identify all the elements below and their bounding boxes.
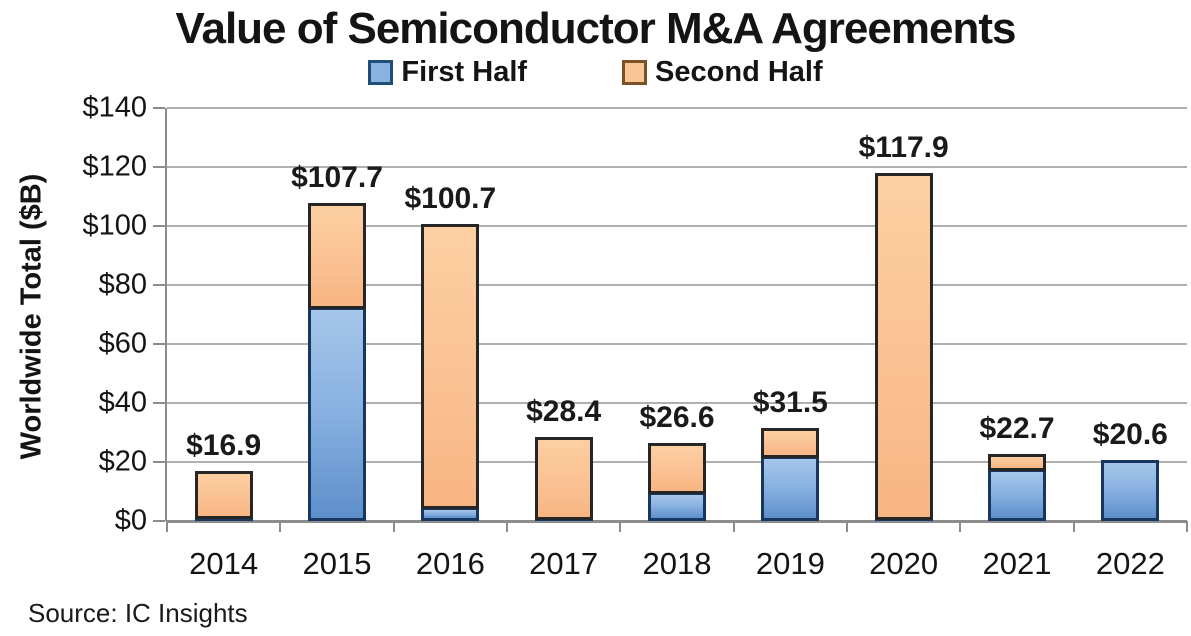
bar-2020	[874, 173, 933, 521]
bar-2014	[194, 471, 253, 521]
bar-segment-first-half	[1101, 460, 1160, 521]
bar-total-label: $31.5	[752, 386, 828, 420]
y-tick-label: $20	[98, 445, 147, 478]
bar-2021	[988, 454, 1046, 521]
y-tick-label: $0	[114, 504, 147, 537]
x-axis-tick	[619, 521, 622, 532]
x-axis-tick	[1186, 521, 1188, 532]
y-axis-line	[165, 108, 167, 521]
bar-segment-second-half	[761, 428, 820, 459]
y-axis-tick	[153, 225, 165, 227]
y-axis-tick	[153, 107, 165, 109]
legend-label-first-half: First Half	[401, 56, 528, 88]
bar-segment-second-half	[874, 173, 933, 521]
bar-segment-second-half	[648, 442, 706, 494]
bar-total-label: $20.6	[1092, 418, 1168, 452]
x-axis-tick	[279, 521, 282, 532]
bar-total-label: $22.7	[979, 412, 1055, 446]
legend-label-second-half: Second Half	[655, 56, 823, 88]
y-tick-label: $100	[82, 209, 147, 242]
y-tick-label: $40	[98, 386, 147, 419]
first-half-swatch-icon	[368, 60, 394, 85]
bar-total-label: $117.9	[858, 131, 949, 165]
bar-total-label: $100.7	[404, 181, 497, 215]
x-axis-tick	[166, 521, 168, 532]
gridline	[167, 284, 1187, 286]
y-axis-tick	[153, 343, 165, 345]
x-axis-tick	[732, 521, 735, 532]
y-axis-title: Worldwide Total ($B)	[15, 173, 48, 460]
y-axis-tick	[153, 461, 165, 463]
legend-item-first-half: First Half	[368, 56, 527, 89]
y-axis-tick	[153, 402, 165, 404]
x-axis-tick	[506, 521, 508, 532]
bar-2015	[308, 203, 366, 521]
plot-area: $0 $20 $40 $60 $80 $100 $120 $140	[82, 92, 1188, 537]
chart-title: Value of Semiconductor M&A Agreements	[175, 4, 1017, 53]
x-axis-tick	[846, 521, 848, 532]
x-axis-line	[167, 519, 1187, 523]
x-tick-label-2017: 2017	[529, 546, 599, 581]
gridline	[167, 343, 1187, 345]
bar-2016	[421, 223, 480, 521]
bar-segment-first-half	[421, 507, 480, 521]
gridline	[167, 107, 1187, 109]
x-tick-label-2015: 2015	[302, 546, 372, 581]
bar-2017	[534, 437, 593, 521]
bar-segment-first-half	[308, 306, 366, 521]
x-axis-tick	[959, 521, 962, 532]
gridline	[167, 166, 1187, 168]
bar-total-label: $26.6	[639, 400, 715, 434]
bar-total-label: $16.9	[186, 429, 262, 463]
bar-segment-second-half	[421, 223, 480, 510]
y-tick-label: $60	[98, 327, 147, 360]
y-tick-label: $140	[82, 91, 147, 124]
bar-segment-second-half	[534, 437, 593, 521]
y-axis-tick	[153, 284, 165, 286]
x-tick-label-2022: 2022	[1095, 546, 1165, 581]
source-note: Source: IC Insights	[28, 598, 248, 628]
y-axis-tick	[153, 520, 165, 522]
bar-2019	[761, 428, 820, 521]
x-axis-tick	[392, 521, 395, 532]
x-tick-label-2014: 2014	[189, 546, 259, 581]
x-axis-tick	[1072, 521, 1075, 532]
bar-segment-first-half	[988, 469, 1046, 521]
x-tick-label-2018: 2018	[642, 546, 712, 581]
x-tick-label-2021: 2021	[982, 546, 1052, 581]
legend-item-second-half: Second Half	[622, 56, 823, 89]
x-tick-label-2019: 2019	[755, 546, 825, 581]
bar-segment-first-half	[648, 491, 706, 521]
bar-total-label: $107.7	[291, 161, 383, 195]
bar-total-label: $28.4	[526, 395, 602, 429]
x-tick-label-2016: 2016	[415, 546, 485, 581]
x-tick-label-2020: 2020	[869, 546, 939, 581]
bar-segment-second-half	[308, 203, 366, 309]
second-half-swatch-icon	[622, 60, 648, 85]
bar-segment-second-half	[194, 471, 253, 519]
bar-2018	[648, 442, 706, 521]
y-tick-label: $80	[98, 268, 147, 301]
bar-2022	[1101, 460, 1160, 521]
legend: First Half Second Half	[0, 56, 1191, 89]
y-axis-tick	[153, 166, 165, 168]
bar-segment-first-half	[761, 456, 820, 521]
bar-segment-second-half	[988, 454, 1046, 472]
gridline	[167, 225, 1187, 227]
y-tick-label: $120	[82, 150, 147, 183]
gridline	[167, 402, 1187, 404]
